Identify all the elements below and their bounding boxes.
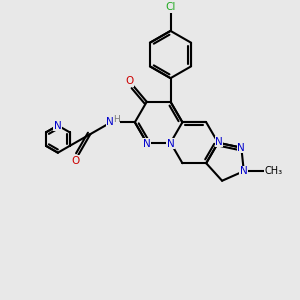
- Text: N: N: [215, 137, 223, 147]
- Text: H: H: [113, 115, 119, 124]
- Text: N: N: [143, 139, 151, 149]
- Text: N: N: [167, 139, 174, 149]
- Text: O: O: [71, 156, 79, 166]
- Text: Cl: Cl: [165, 2, 176, 12]
- Text: N: N: [106, 117, 114, 127]
- Text: N: N: [54, 121, 62, 130]
- Text: O: O: [125, 76, 134, 86]
- Text: CH₃: CH₃: [264, 166, 282, 176]
- Text: N: N: [238, 142, 245, 153]
- Text: N: N: [240, 166, 248, 176]
